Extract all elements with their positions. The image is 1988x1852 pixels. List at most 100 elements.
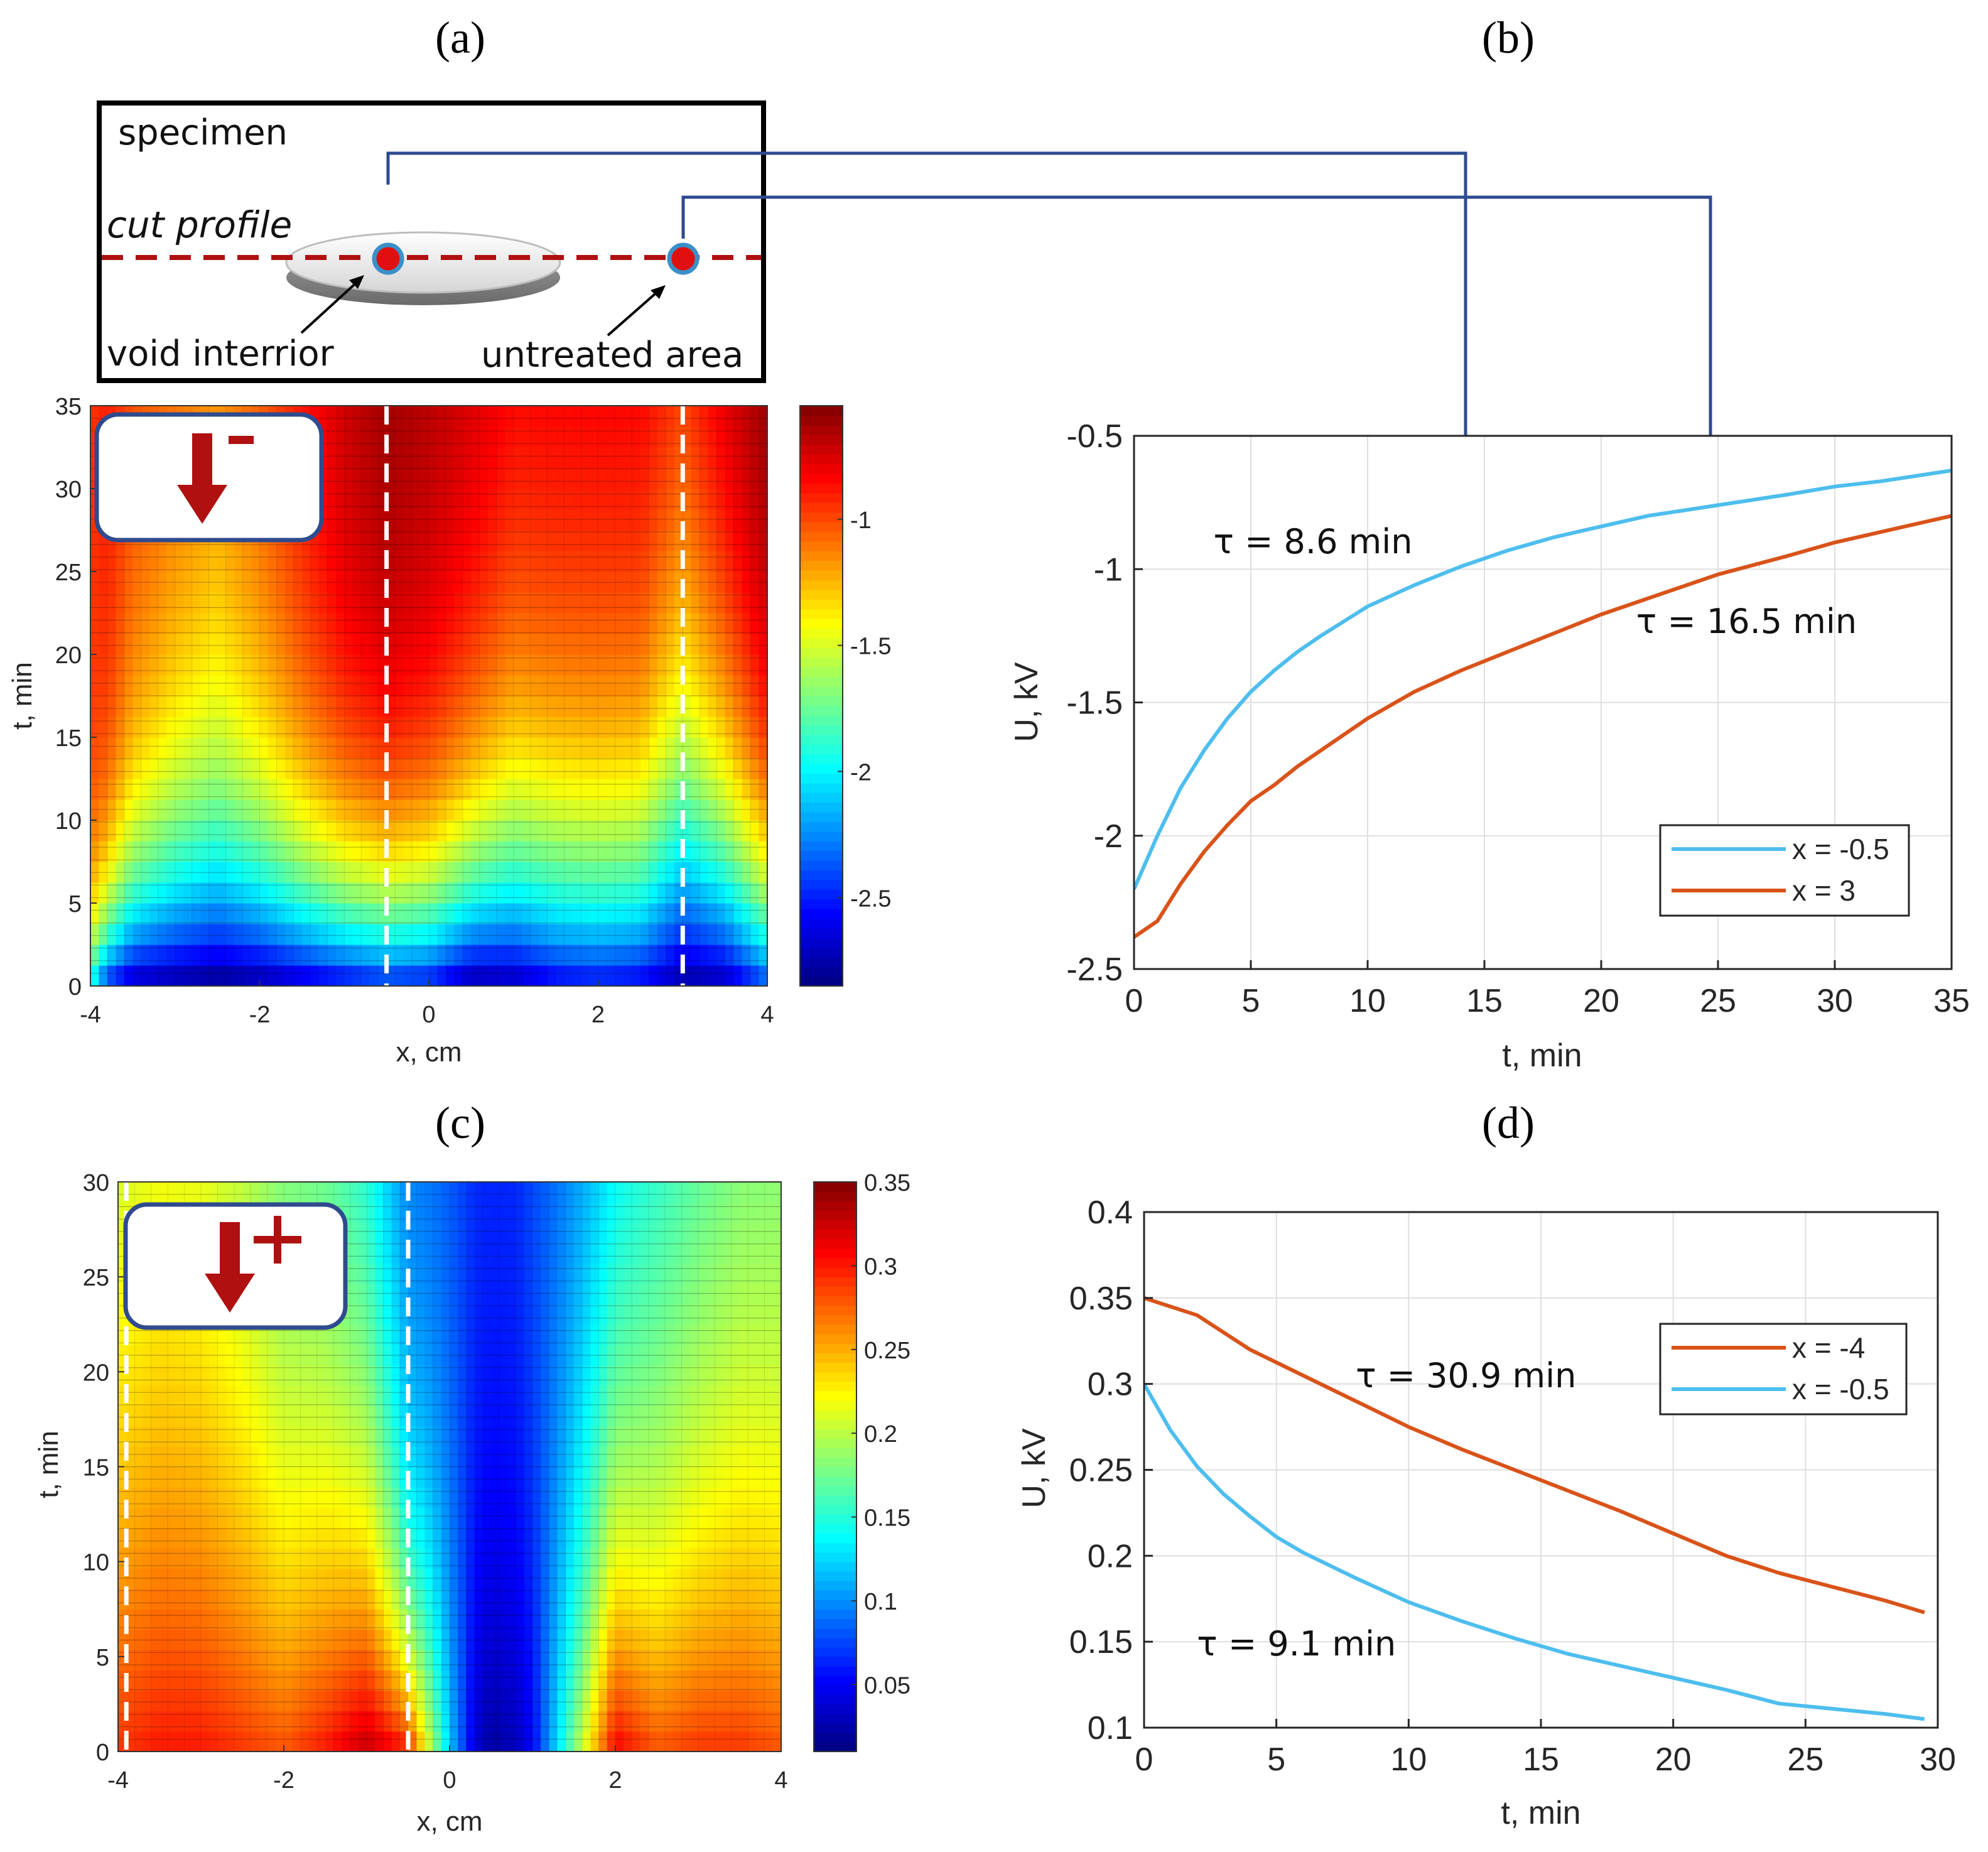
hmA-cell [268,862,278,883]
hmA-cell [691,634,700,655]
hmC-cell [615,1263,624,1284]
hmA-cell [327,903,337,924]
hmC-cell [541,1690,549,1711]
hmC-cell [689,1365,699,1386]
hmC-cell [367,1711,375,1732]
hmA-cell [573,468,582,489]
hmA-cell [742,447,751,468]
hmC-cell [565,1446,575,1468]
hmC-cell [433,1568,442,1589]
hmC-cell [689,1304,699,1325]
hmC-cell [772,1385,782,1406]
hmC-cell [640,1426,649,1447]
hmC-cell [234,1466,243,1488]
hmC-cell [657,1690,666,1711]
hmA-cell [462,406,472,427]
hmC-cell [673,1548,683,1569]
down-arrow-minus-icon [177,433,254,524]
hmA-cell [683,406,692,427]
hmA-colorbar-step [800,763,843,774]
hmA-cell [318,841,328,862]
hmC-cell [723,1568,732,1589]
panel-label-d: (d) [1482,1098,1535,1148]
hmC-cell [433,1182,442,1203]
hmA-cell [361,862,370,883]
hmA-cell [479,509,489,531]
hmA-cell [607,696,616,717]
hmC-cell [607,1588,616,1610]
hmA-cell [462,675,472,696]
hmC-cell [681,1284,691,1304]
hmA-cell [530,509,539,531]
hmA-cell [352,468,362,489]
hmC-cell [615,1690,624,1711]
hmC-cell [764,1548,774,1569]
hmC-cell [159,1507,168,1529]
hmC-cell [574,1731,583,1752]
hmA-cell [657,965,666,987]
hmA-cell [590,945,599,966]
hmC-xtick-label: -2 [273,1767,294,1794]
hmA-cell [437,489,446,510]
hmC-cell [134,1486,144,1508]
hmA-cell [539,799,548,821]
hmA-cell [327,696,337,717]
hmC-cell [740,1405,748,1427]
hmA-cell [386,862,396,883]
hmA-cell [344,530,354,551]
hmA-cell [361,675,370,696]
hmA-cell [107,820,117,842]
hmC-cell [590,1507,600,1529]
hmC-cell [358,1466,367,1488]
hmA-cell [352,634,362,655]
hmC-cell [673,1670,683,1691]
hmA-cell [268,613,278,634]
hmA-cell [716,758,726,779]
lcD-ytick-label: 0.35 [1069,1281,1133,1317]
hmA-cell [607,509,616,531]
hmA-cell [623,758,632,779]
hmC-cell [507,1243,517,1264]
hmA-cell [733,509,743,531]
hmC-cell [151,1609,160,1630]
hmC-cell [756,1650,765,1671]
hmA-cell [251,654,261,676]
hmA-cell [335,530,345,551]
hmA-cell [318,571,328,593]
hmA-cell [335,489,345,510]
hmA-cell [513,592,522,614]
hmC-cell [731,1711,740,1732]
hmC-cell [549,1466,558,1488]
hmC-cell [316,1182,326,1203]
hmC-colorbar-step [814,1201,856,1211]
hmC-cell [615,1446,624,1468]
hmC-cell [308,1568,318,1589]
hmC-cell [764,1527,774,1549]
hmA-cell [598,571,607,593]
hmA-cell [581,945,590,966]
hmA-cell [327,447,337,468]
hmA-cell [539,758,548,779]
hmC-cell [624,1670,632,1691]
hmA-colorbar-step [800,860,843,870]
hmC-cell [292,1670,301,1691]
hmA-cell [530,841,539,862]
hmC-cell [673,1466,683,1488]
hmC-cell [772,1345,782,1366]
hmA-cell [116,965,125,987]
hmC-cell [192,1486,202,1508]
hmC-cell [607,1548,616,1569]
hmC-cell [275,1446,284,1468]
hmC-cell [740,1629,748,1650]
hmA-cell [607,737,616,759]
hmA-cell [403,945,413,966]
hmA-cell [420,489,429,510]
hmA-cell [564,592,573,614]
hmA-cell [99,737,108,759]
hmC-cell [640,1690,649,1711]
hmA-cell [149,634,159,655]
hmC-cell [590,1731,600,1752]
hmC-cell [748,1507,757,1529]
hmC-cell [624,1426,632,1447]
hmC-cell [225,1650,235,1671]
